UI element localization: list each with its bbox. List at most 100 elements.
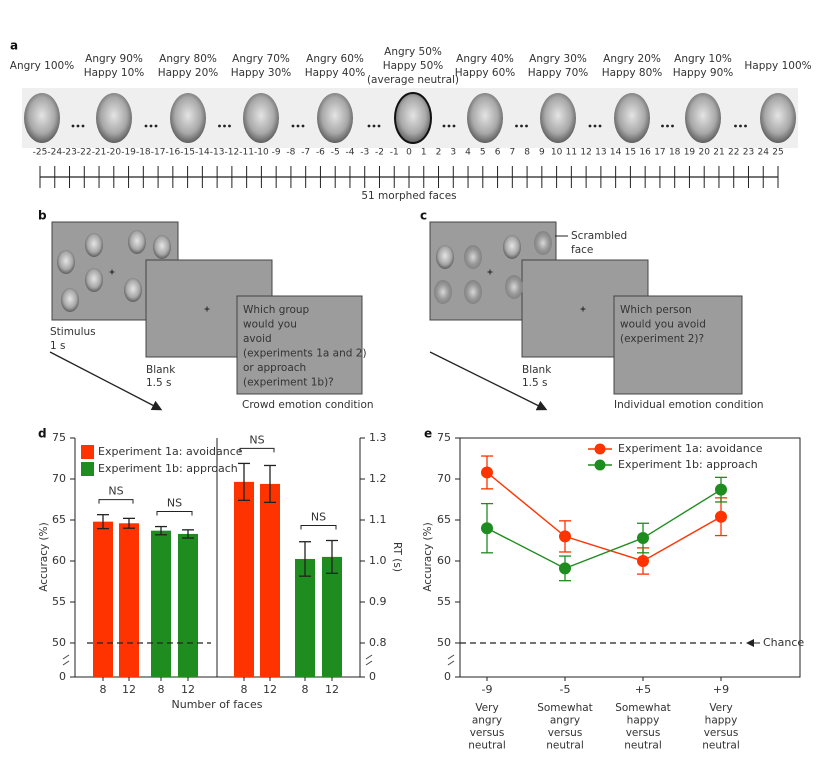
y-tick-label: 70 [437, 472, 451, 485]
scale-tick-label: 15 [625, 148, 636, 158]
scale-tick-label: 20 [698, 148, 710, 158]
bar [260, 483, 280, 677]
scale-tick-label: 1 [421, 148, 427, 158]
scale-tick-label: -10 [254, 148, 269, 158]
ellipsis-dot [81, 124, 85, 128]
bar [151, 530, 171, 677]
morph-level-label: Angry 50% [384, 46, 442, 58]
scale-tick-label: 7 [509, 148, 515, 158]
x-tick-label: 12 [181, 683, 195, 696]
ellipsis-dot [372, 124, 376, 128]
ellipsis-dot [71, 124, 75, 128]
scale-tick-label: -5 [331, 148, 340, 158]
ellipsis-dot [442, 124, 446, 128]
morph-level-label: Happy 60% [455, 67, 516, 79]
significance-bracket [300, 525, 337, 530]
y-tick-label: 1.3 [369, 431, 387, 444]
scale-tick-label: 13 [595, 148, 606, 158]
category-description: neutral [702, 740, 740, 752]
scale-tick-label: 8 [524, 148, 530, 158]
morph-level-label: Happy 80% [602, 67, 663, 79]
question-screen [236, 295, 363, 395]
reference-label: Chance [763, 636, 804, 649]
point [637, 555, 649, 567]
face [614, 93, 650, 143]
panel-letter: d [38, 427, 47, 441]
scale-tick-label: 6 [495, 148, 501, 158]
x-tick-label: 8 [158, 683, 165, 696]
ellipsis-dot [296, 124, 300, 128]
category-description: angry [550, 715, 580, 727]
ellipsis-dot [515, 124, 518, 128]
note-label: Scrambled [571, 230, 627, 242]
face [685, 93, 721, 143]
scale-tick-label: -20 [106, 148, 121, 158]
category-description: happy [627, 715, 660, 727]
y-tick-label: 55 [437, 595, 451, 608]
point [559, 530, 571, 543]
question-text: Which group [243, 304, 310, 316]
morph-level-label: Happy 30% [231, 67, 292, 79]
y-tick-label: 0.8 [369, 636, 387, 649]
axis-break [62, 660, 70, 666]
face [760, 93, 796, 143]
bar [178, 533, 198, 677]
ellipsis-dot [367, 124, 371, 128]
stimulus-face [57, 250, 75, 274]
scale-tick-label: -11 [239, 148, 254, 158]
category-description: versus [626, 727, 661, 739]
morph-level-label: Angry 10% [674, 53, 732, 65]
axis-break [62, 654, 70, 660]
bar [93, 521, 113, 677]
scale-tick-label: 19 [684, 148, 696, 158]
scale-tick-label: -14 [195, 148, 210, 158]
question-text: would you [243, 319, 297, 331]
significance-bracket [239, 447, 275, 453]
ellipsis-dot [218, 124, 221, 128]
y2-axis-title: RT (s) [391, 542, 403, 572]
y-tick-label: 60 [52, 554, 66, 567]
scale-tick-label: -8 [286, 148, 295, 158]
ellipsis-dot [666, 124, 669, 128]
significance-label: NS [167, 497, 182, 510]
scale-tick-label: 25 [772, 148, 783, 158]
y-tick-label: 65 [52, 513, 66, 526]
legend-marker [594, 459, 606, 471]
morph-level-label: Happy 90% [673, 67, 734, 79]
scrambled-face [434, 280, 452, 304]
scale-tick-label: 16 [639, 148, 651, 158]
scrambled-face [464, 280, 482, 304]
scale-tick-label: 4 [465, 148, 471, 158]
ellipsis-dot [671, 124, 674, 128]
y-axis-title: Accuracy (%) [422, 522, 434, 591]
axis-break [365, 660, 373, 666]
series-line [486, 471, 722, 562]
legend-swatch [81, 445, 94, 459]
panel-letter: e [424, 427, 432, 441]
scale-tick-label: 23 [743, 148, 754, 158]
condition-label: Crowd emotion condition [242, 399, 374, 411]
scale-tick-label: -2 [375, 148, 384, 158]
scrambled-face [505, 275, 523, 299]
morph-level-label: (average neutral) [367, 74, 459, 86]
panel-letter: b [38, 209, 47, 223]
morph-level-label: Happy 100% [744, 60, 811, 72]
x-axis-title: Number of faces [172, 698, 263, 711]
scale-tick-label: 5 [480, 148, 486, 158]
ellipsis-dot [520, 124, 523, 128]
screen-label: Blank [522, 364, 552, 376]
category-description: versus [548, 727, 583, 739]
scale-tick-label: 18 [669, 148, 681, 158]
ellipsis-dot [588, 124, 592, 128]
scale-tick-label: 2 [436, 148, 442, 158]
question-text: avoid [243, 333, 272, 345]
y-tick-label: 75 [437, 431, 451, 444]
scale-tick-label: -22 [77, 148, 92, 158]
ellipsis-dot [154, 124, 158, 128]
morph-level-label: Happy 10% [84, 67, 145, 79]
stimulus-face [85, 233, 103, 257]
legend-swatch [81, 462, 94, 476]
time-arrow [49, 351, 163, 411]
x-tick-label: 12 [122, 683, 136, 696]
category-description: neutral [468, 740, 506, 752]
